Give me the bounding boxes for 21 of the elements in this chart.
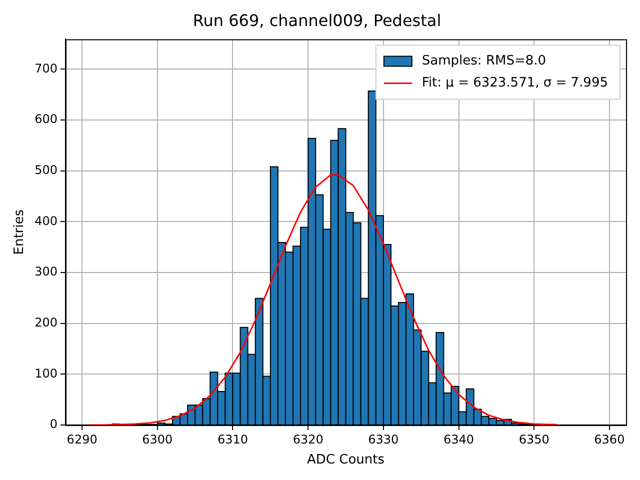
y-tick-label: 700 — [34, 61, 58, 76]
y-tick-label: 0 — [50, 417, 58, 432]
x-tick-label: 6360 — [594, 432, 625, 446]
legend-label: Fit: μ = 6323.571, σ = 7.995 — [422, 76, 608, 91]
x-tick-label: 6290 — [66, 432, 98, 446]
legend-label: Samples: RMS=8.0 — [422, 54, 546, 69]
x-tick-label: 6340 — [443, 432, 474, 446]
x-tick-label: 6300 — [142, 432, 173, 446]
x-tick-label: 6320 — [292, 432, 324, 446]
y-tick-label: 100 — [34, 366, 58, 380]
x-axis-title: ADC Counts — [307, 452, 385, 468]
y-tick-label: 300 — [34, 264, 58, 279]
chart-title: Run 669, channel009, Pedestal — [192, 10, 442, 30]
y-tick-label: 500 — [34, 162, 58, 177]
y-tick-label: 200 — [34, 315, 58, 330]
x-tick-label: 6330 — [368, 432, 399, 446]
y-tick-label: 400 — [34, 214, 58, 228]
x-tick-label: 6350 — [518, 432, 550, 446]
x-tick-label: 6310 — [217, 432, 248, 446]
y-axis-title: Entries — [12, 209, 28, 255]
y-tick-label: 600 — [34, 112, 58, 126]
